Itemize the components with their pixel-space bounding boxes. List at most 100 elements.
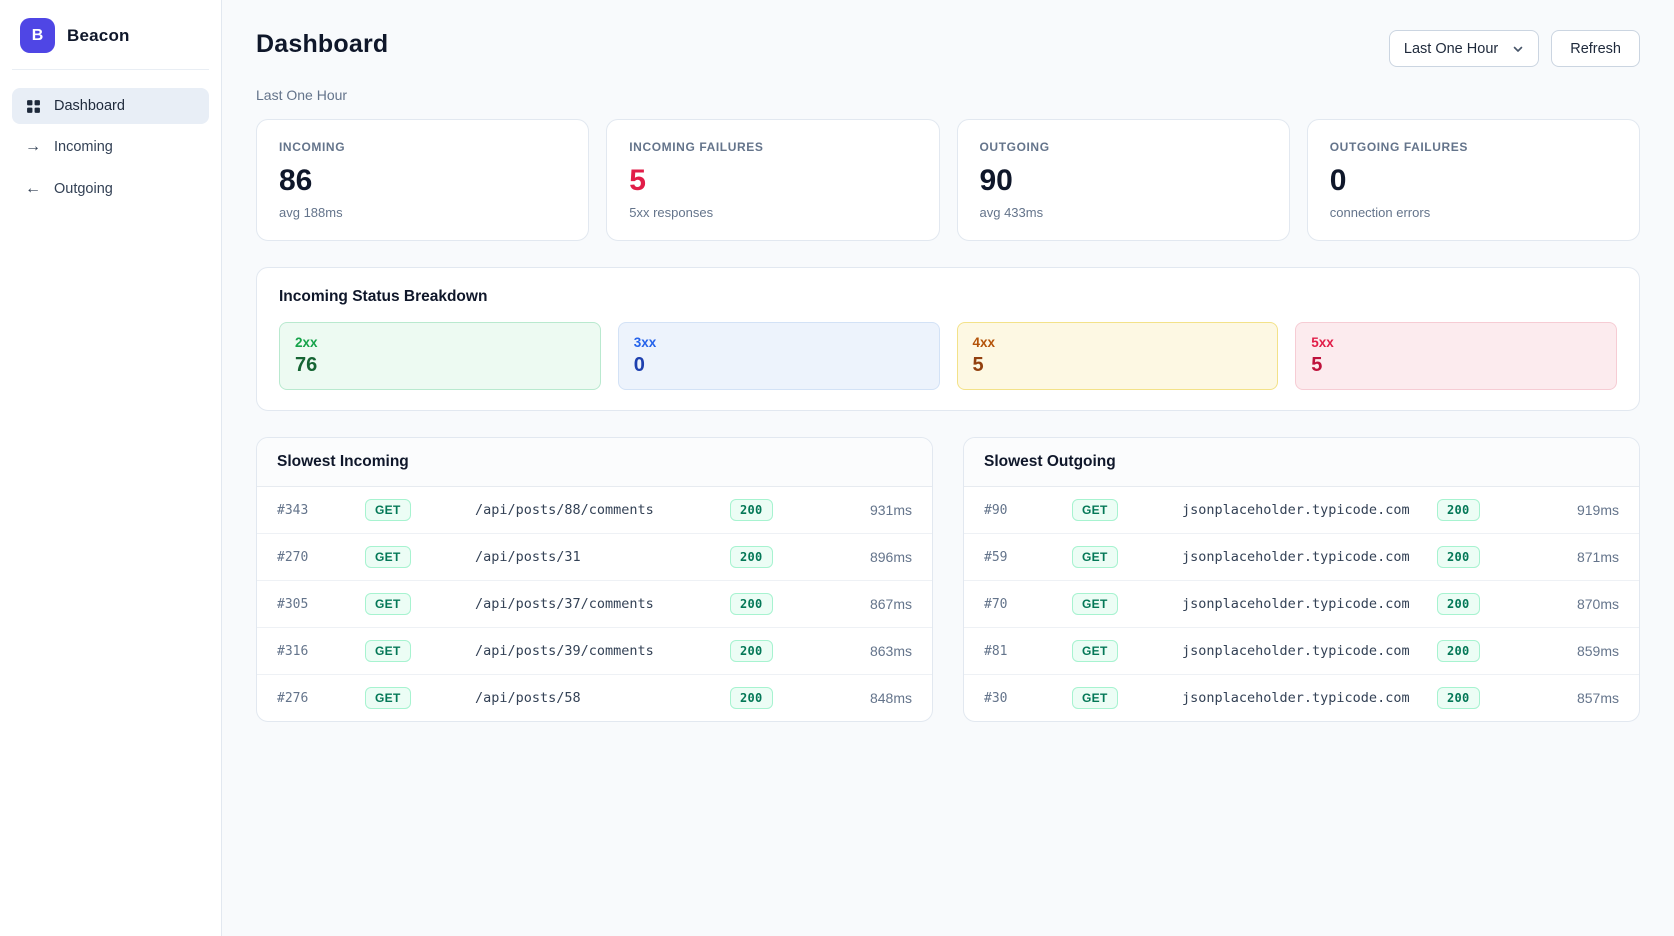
- slow-request-tables: Slowest Incoming #343 GET /api/posts/88/…: [256, 437, 1640, 722]
- request-id: #70: [984, 596, 1008, 612]
- duration: 857ms: [1576, 690, 1619, 706]
- slowest-outgoing-card: Slowest Outgoing #90 GET jsonplaceholder…: [963, 437, 1640, 722]
- request-id: #81: [984, 643, 1008, 659]
- topbar-controls: Last One Hour Refresh: [1388, 30, 1640, 67]
- table-row[interactable]: #81 GET jsonplaceholder.typicode.com 200…: [964, 628, 1639, 675]
- table-row[interactable]: #343 GET /api/posts/88/comments 200 931m…: [257, 487, 932, 534]
- status-class-label: 5xx: [1311, 335, 1334, 350]
- app-logo: B: [20, 18, 55, 53]
- table-row[interactable]: #276 GET /api/posts/58 200 848ms: [257, 675, 932, 721]
- request-id: #90: [984, 502, 1008, 518]
- time-range-select[interactable]: Last One Hour: [1388, 30, 1540, 67]
- table-header: Slowest Incoming: [257, 438, 932, 487]
- sidebar-item-label: Outgoing: [54, 181, 113, 197]
- request-target: jsonplaceholder.typicode.com: [1182, 596, 1410, 612]
- status-class-label: 2xx: [295, 335, 318, 350]
- chevron-down-icon: [1512, 43, 1524, 55]
- status-cell: 200: [730, 499, 826, 521]
- status-badge: 200: [1437, 499, 1480, 521]
- status-badge: 200: [730, 640, 773, 662]
- breakdown-grid: 2xx 76 3xx 0 4xx 5 5xx 5: [279, 322, 1617, 390]
- breakdown-title: Incoming Status Breakdown: [279, 288, 488, 305]
- duration: 931ms: [869, 502, 912, 518]
- duration: 871ms: [1576, 549, 1619, 565]
- stat-label: OUTGOING FAILURES: [1329, 140, 1468, 154]
- time-range-caption: Last One Hour: [256, 87, 348, 103]
- table-header: Slowest Outgoing: [964, 438, 1639, 487]
- table-rows: #343 GET /api/posts/88/comments 200 931m…: [257, 487, 932, 721]
- page-title: Dashboard: [256, 30, 389, 58]
- sidebar-item-dashboard[interactable]: Dashboard: [12, 88, 209, 124]
- stat-cards: INCOMING 86 avg 188ms INCOMING FAILURES …: [256, 119, 1640, 241]
- status-class-label: 3xx: [633, 335, 657, 350]
- status-cell: 200: [1437, 593, 1533, 615]
- method-cell: GET: [365, 499, 475, 521]
- status-badge: 200: [1437, 593, 1480, 615]
- request-id: #316: [277, 643, 309, 659]
- status-class-count: 5: [1311, 354, 1323, 376]
- duration: 867ms: [869, 596, 912, 612]
- status-class-count: 5: [972, 354, 984, 376]
- sidebar-item-outgoing[interactable]: ← Outgoing: [12, 170, 209, 208]
- sidebar-item-incoming[interactable]: → Incoming: [12, 128, 209, 166]
- request-target: jsonplaceholder.typicode.com: [1182, 502, 1410, 518]
- method-cell: GET: [1072, 546, 1182, 568]
- method-badge: GET: [1072, 687, 1118, 709]
- stat-value: 90: [979, 164, 1013, 197]
- status-cell: 200: [730, 687, 826, 709]
- request-target: jsonplaceholder.typicode.com: [1182, 690, 1410, 706]
- status-cell: 200: [730, 640, 826, 662]
- method-cell: GET: [1072, 593, 1182, 615]
- stat-card: OUTGOING 90 avg 433ms: [956, 119, 1290, 241]
- method-cell: GET: [365, 640, 475, 662]
- stat-label: OUTGOING: [979, 140, 1050, 154]
- method-cell: GET: [365, 546, 475, 568]
- status-badge: 200: [730, 687, 773, 709]
- stat-subtext: connection errors: [1329, 205, 1431, 220]
- status-class-card: 4xx 5: [956, 322, 1279, 390]
- incoming-status-breakdown: Incoming Status Breakdown 2xx 76 3xx 0 4…: [256, 267, 1640, 411]
- table-title: Slowest Incoming: [277, 453, 409, 470]
- slowest-incoming-card: Slowest Incoming #343 GET /api/posts/88/…: [256, 437, 933, 722]
- status-badge: 200: [730, 593, 773, 615]
- request-id: #305: [277, 596, 309, 612]
- table-row[interactable]: #70 GET jsonplaceholder.typicode.com 200…: [964, 581, 1639, 628]
- stat-value: 86: [279, 164, 313, 197]
- duration: 919ms: [1576, 502, 1619, 518]
- sidebar-item-label: Incoming: [54, 139, 113, 155]
- status-class-card: 5xx 5: [1295, 322, 1617, 390]
- sidebar-item-label: Dashboard: [54, 98, 125, 114]
- table-row[interactable]: #305 GET /api/posts/37/comments 200 867m…: [257, 581, 932, 628]
- stat-label: INCOMING FAILURES: [629, 140, 764, 154]
- request-target: /api/posts/39/comments: [475, 643, 654, 659]
- status-badge: 200: [1437, 687, 1480, 709]
- method-cell: GET: [1072, 687, 1182, 709]
- stat-subtext: avg 433ms: [979, 205, 1044, 220]
- method-cell: GET: [365, 593, 475, 615]
- method-cell: GET: [1072, 499, 1182, 521]
- table-row[interactable]: #59 GET jsonplaceholder.typicode.com 200…: [964, 534, 1639, 581]
- status-badge: 200: [1437, 640, 1480, 662]
- request-target: jsonplaceholder.typicode.com: [1182, 643, 1410, 659]
- time-range-value: Last One Hour: [1403, 40, 1499, 57]
- method-badge: GET: [365, 546, 411, 568]
- arrow-right-icon: →: [25, 138, 41, 155]
- duration: 870ms: [1576, 596, 1619, 612]
- table-row[interactable]: #90 GET jsonplaceholder.typicode.com 200…: [964, 487, 1639, 534]
- status-badge: 200: [730, 499, 773, 521]
- request-target: /api/posts/37/comments: [475, 596, 654, 612]
- table-row[interactable]: #30 GET jsonplaceholder.typicode.com 200…: [964, 675, 1639, 721]
- brand-name: Beacon: [67, 25, 130, 45]
- stat-value: 0: [1329, 164, 1347, 197]
- status-class-count: 76: [295, 354, 318, 376]
- stat-label: INCOMING: [279, 140, 346, 154]
- request-id: #30: [984, 690, 1008, 706]
- table-row[interactable]: #270 GET /api/posts/31 200 896ms: [257, 534, 932, 581]
- status-class-card: 3xx 0: [617, 322, 940, 390]
- stat-subtext: 5xx responses: [629, 205, 714, 220]
- method-badge: GET: [1072, 546, 1118, 568]
- refresh-button[interactable]: Refresh: [1551, 30, 1640, 67]
- table-row[interactable]: #316 GET /api/posts/39/comments 200 863m…: [257, 628, 932, 675]
- table-title: Slowest Outgoing: [984, 453, 1116, 470]
- status-cell: 200: [730, 546, 826, 568]
